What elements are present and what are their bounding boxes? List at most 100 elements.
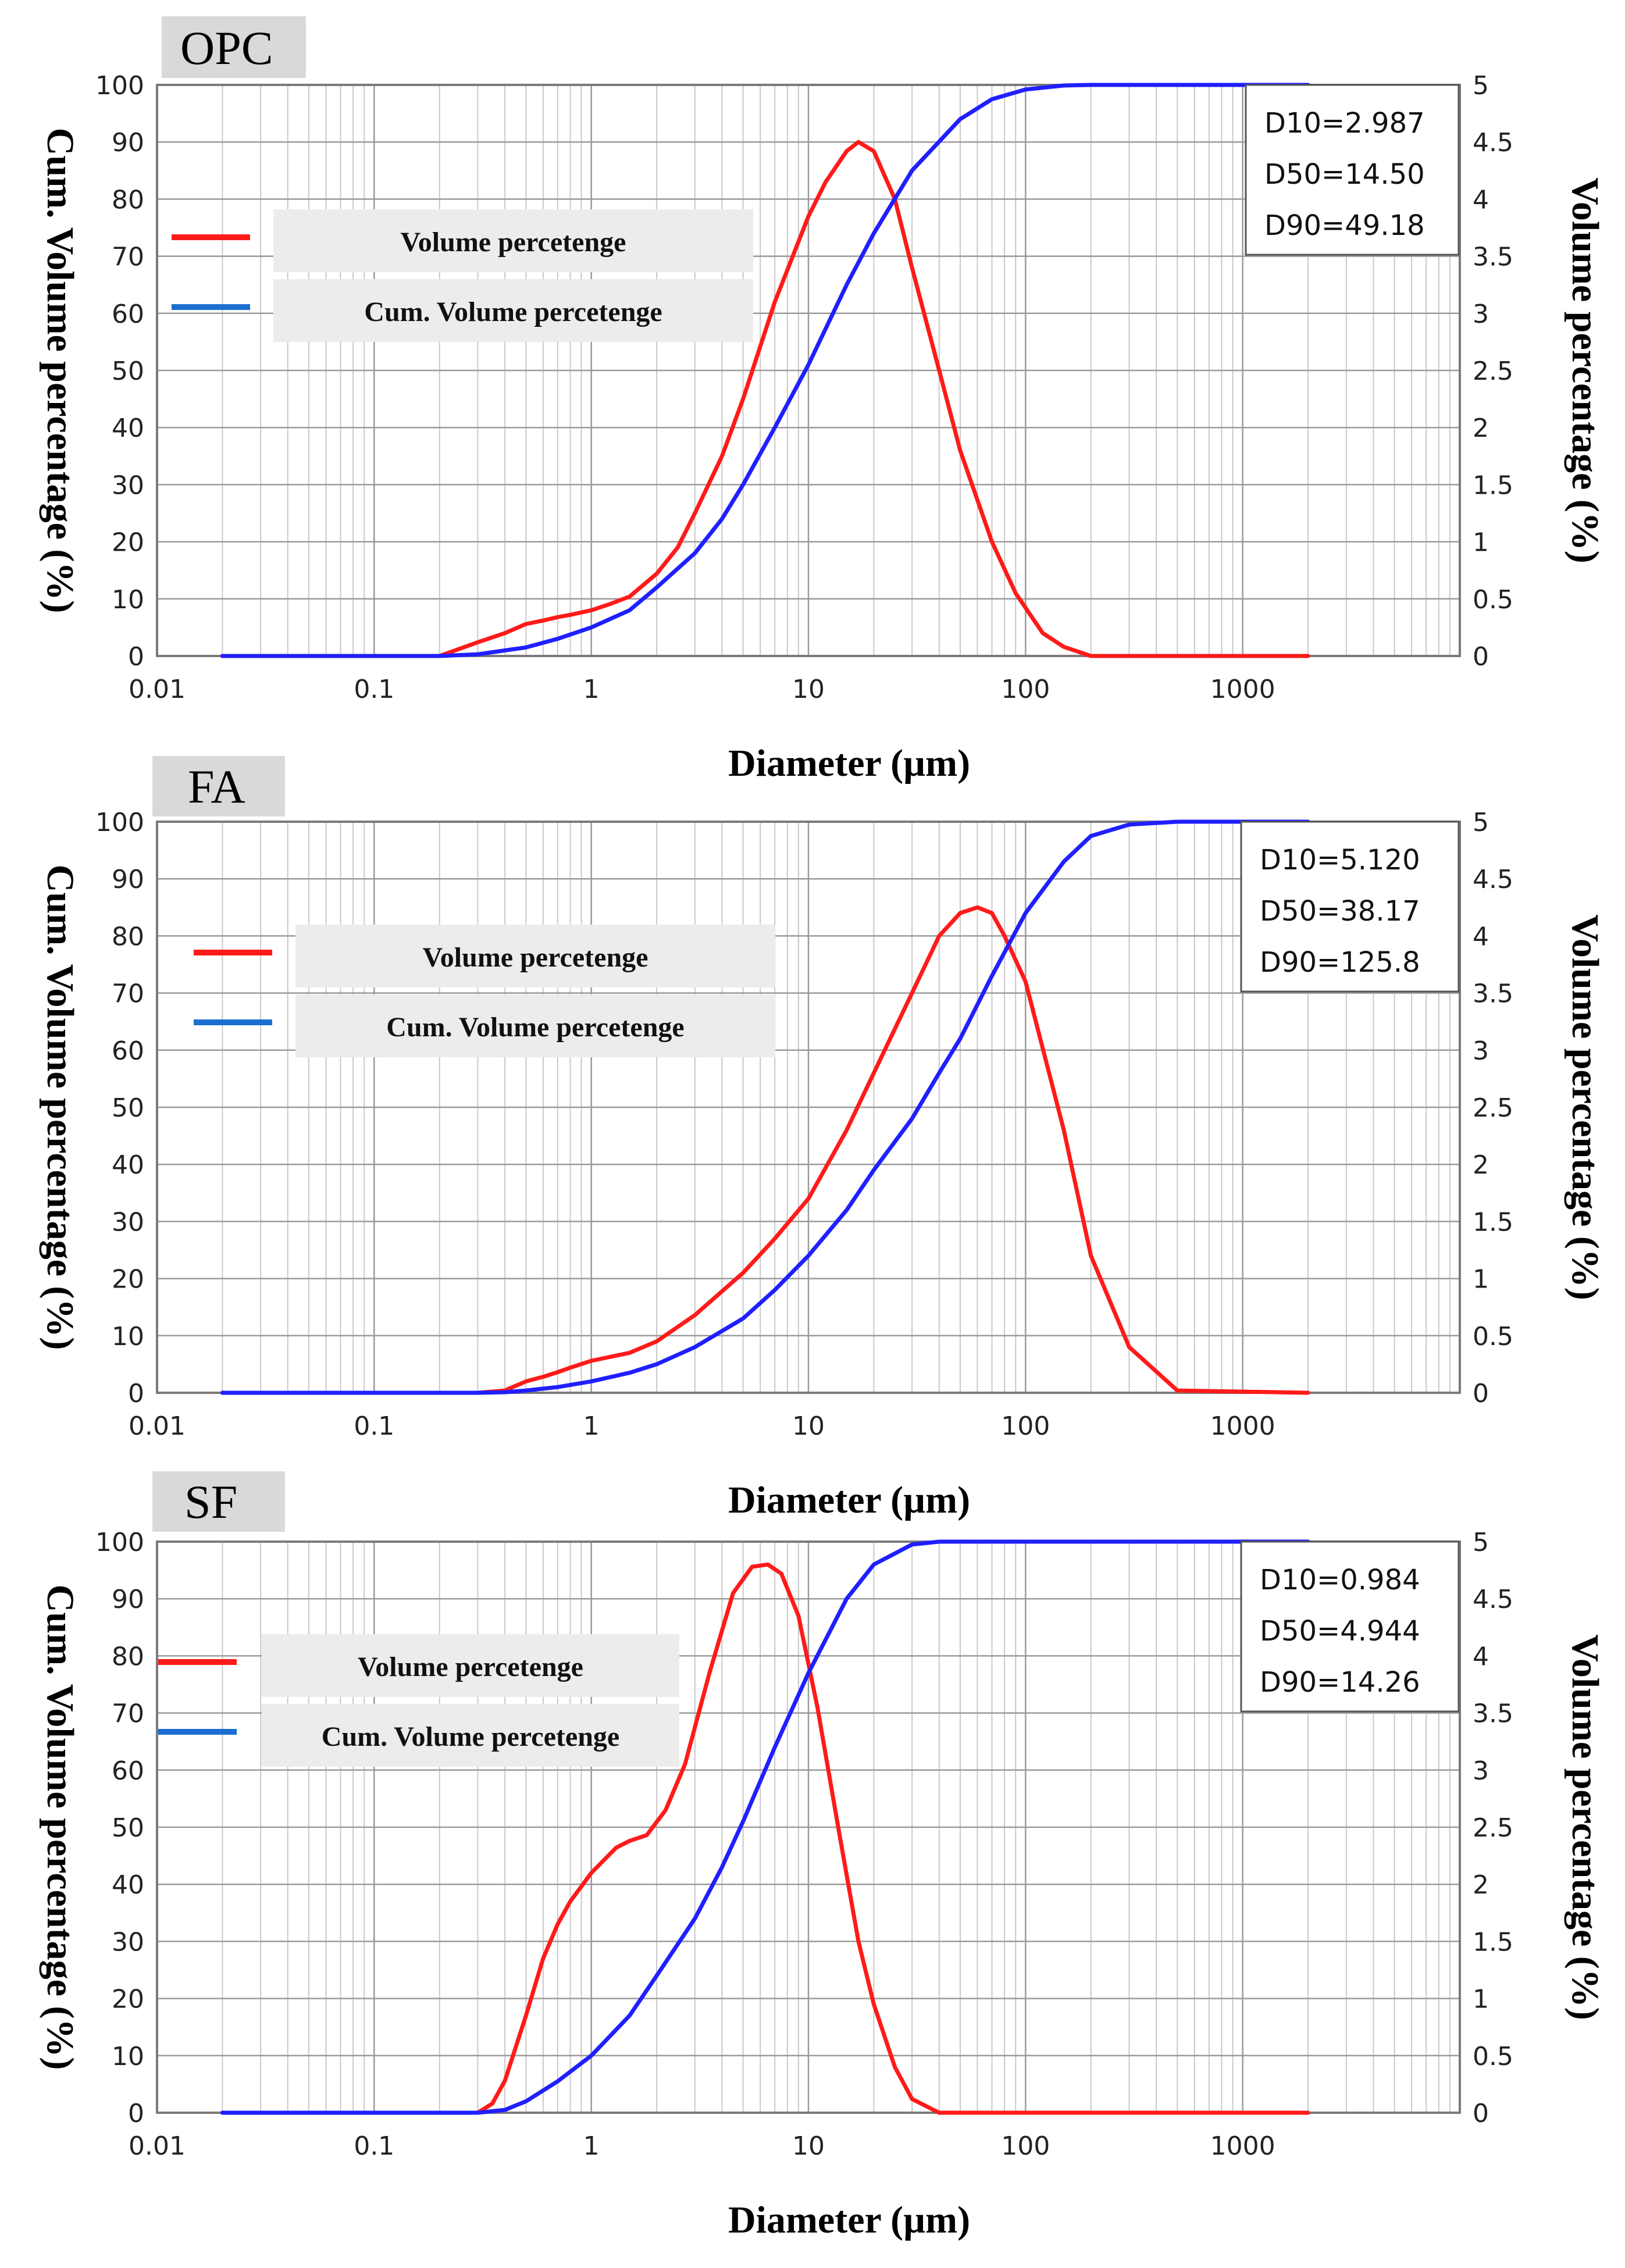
panel-label-background <box>152 1471 285 1532</box>
panel-label: SF <box>184 1475 237 1528</box>
y-left-tick-label: 100 <box>95 1528 144 1557</box>
legend-label: Cum. Volume percetenge <box>386 1012 684 1043</box>
series-line-cumulative <box>220 83 1310 658</box>
legend-label: Cum. Volume percetenge <box>364 297 662 327</box>
y-left-tick-label: 20 <box>112 1265 144 1295</box>
x-tick-label: 0.1 <box>354 675 394 704</box>
y-left-tick-label: 60 <box>112 299 144 329</box>
d-value-text: D50=14.50 <box>1264 158 1425 191</box>
y-left-tick-label: 80 <box>112 922 144 951</box>
d-value-text: D90=125.8 <box>1260 946 1420 979</box>
legend: Volume percetenge Cum. Volume percetenge <box>194 925 775 1057</box>
x-tick-label: 1000 <box>1210 1411 1275 1441</box>
y-right-tick-label: 3.5 <box>1473 979 1513 1009</box>
legend-entry-background <box>262 1704 679 1767</box>
y-right-tick-label: 3 <box>1473 1756 1489 1786</box>
legend-label: Volume percetenge <box>401 227 626 258</box>
grid <box>157 85 1460 656</box>
legend: Volume percetenge Cum. Volume percetenge <box>172 209 753 342</box>
series-line-cumulative <box>220 1539 1310 2115</box>
y-left-tick-label: 10 <box>112 1322 144 1351</box>
x-tick-label: 0.01 <box>129 1411 186 1441</box>
y-right-tick-label: 3 <box>1473 299 1489 329</box>
d-values-box: D10=2.987 D50=14.50 D90=49.18 <box>1245 84 1460 256</box>
y-left-tick-label: 70 <box>112 1699 144 1729</box>
y-right-tick-label: 4.5 <box>1473 1585 1513 1614</box>
x-tick-label: 10 <box>792 2131 825 2161</box>
d-values-frame <box>1240 1540 1460 1713</box>
x-axis-title: Diameter (µm) <box>728 2199 970 2241</box>
y-right-tick-label: 0.5 <box>1473 1322 1513 1351</box>
panel-label-background <box>152 756 285 816</box>
y-right-tick-label: 2 <box>1473 1150 1489 1180</box>
series-line-volume <box>220 905 1310 1395</box>
x-tick-label: 0.1 <box>354 2131 394 2161</box>
y-right-tick-label: 1 <box>1473 1265 1489 1295</box>
d-value-text: D10=0.984 <box>1260 1564 1420 1596</box>
y-right-tick-label: 3.5 <box>1473 243 1513 272</box>
y-left-tick-label: 60 <box>112 1756 144 1786</box>
y-right-tick-label: 0 <box>1473 1379 1489 1408</box>
y-left-tick-label: 10 <box>112 2042 144 2071</box>
y-left-tick-label: 20 <box>112 1985 144 2014</box>
d-values-box: D10=0.984 D50=4.944 D90=14.26 <box>1240 1540 1460 1713</box>
y-right-tick-label: 5 <box>1473 71 1489 101</box>
y-right-axis-title: Volume percentage (%) <box>1564 1634 1606 2020</box>
y-right-tick-label: 0.5 <box>1473 2042 1513 2071</box>
y-left-tick-label: 80 <box>112 1642 144 1671</box>
d-value-text: D10=2.987 <box>1264 107 1425 140</box>
y-left-tick-label: 0 <box>128 1379 144 1408</box>
x-tick-label: 100 <box>1001 1411 1050 1441</box>
y-right-tick-label: 0 <box>1473 2099 1489 2128</box>
series-line-volume <box>220 140 1310 658</box>
y-right-tick-label: 2.5 <box>1473 1093 1513 1123</box>
legend-label: Cum. Volume percetenge <box>322 1721 619 1752</box>
d-values-box: D10=5.120 D50=38.17 D90=125.8 <box>1240 821 1460 993</box>
y-left-tick-label: 50 <box>112 356 144 386</box>
x-tick-label: 10 <box>792 1411 825 1441</box>
d-value-text: D90=49.18 <box>1264 209 1425 242</box>
d-value-text: D50=38.17 <box>1260 895 1420 928</box>
y-left-axis-title: Cum. Volume percentage (%) <box>39 128 81 614</box>
y-right-tick-label: 2.5 <box>1473 356 1513 386</box>
legend-label: Volume percetenge <box>423 942 648 973</box>
y-right-tick-label: 1.5 <box>1473 470 1513 500</box>
x-tick-label: 100 <box>1001 2131 1050 2161</box>
y-right-tick-label: 0.5 <box>1473 585 1513 615</box>
x-tick-label: 1 <box>583 1411 600 1441</box>
legend: Volume percetenge Cum. Volume percetenge <box>158 1634 679 1767</box>
panel-opc: 0.01 0.1 1 10 100 100001020304050607080901000… <box>39 16 1606 784</box>
y-right-tick-label: 4 <box>1473 1642 1489 1671</box>
y-left-tick-label: 50 <box>112 1093 144 1123</box>
y-left-tick-label: 40 <box>112 1150 144 1180</box>
y-right-tick-label: 4.5 <box>1473 865 1513 894</box>
y-left-tick-label: 40 <box>112 413 144 443</box>
y-right-tick-label: 4 <box>1473 185 1489 215</box>
x-tick-label: 1 <box>583 2131 600 2161</box>
x-tick-label: 0.01 <box>129 2131 186 2161</box>
y-right-tick-label: 4 <box>1473 922 1489 951</box>
y-left-tick-label: 60 <box>112 1036 144 1066</box>
panel-fa: 0.01 0.1 1 10 100 100001020304050607080901000… <box>39 756 1606 1521</box>
y-right-tick-label: 0 <box>1473 642 1489 672</box>
x-tick-label: 1000 <box>1210 675 1275 704</box>
y-left-tick-label: 0 <box>128 2099 144 2128</box>
plot-frame <box>156 1540 1461 2114</box>
y-right-tick-label: 3 <box>1473 1036 1489 1066</box>
y-left-tick-label: 100 <box>95 71 144 101</box>
d-values-frame <box>1240 821 1460 993</box>
y-left-tick-label: 100 <box>95 808 144 837</box>
y-left-tick-label: 90 <box>112 865 144 894</box>
d-values-frame <box>1245 84 1460 256</box>
x-tick-label: 10 <box>792 675 825 704</box>
y-left-tick-label: 30 <box>112 470 144 500</box>
y-right-tick-label: 1.5 <box>1473 1207 1513 1237</box>
series-line-cumulative <box>220 819 1310 1395</box>
y-right-tick-label: 4.5 <box>1473 128 1513 158</box>
y-right-tick-label: 1 <box>1473 528 1489 558</box>
y-left-tick-label: 30 <box>112 1207 144 1237</box>
y-left-tick-label: 70 <box>112 243 144 272</box>
y-right-tick-label: 2 <box>1473 1870 1489 1900</box>
